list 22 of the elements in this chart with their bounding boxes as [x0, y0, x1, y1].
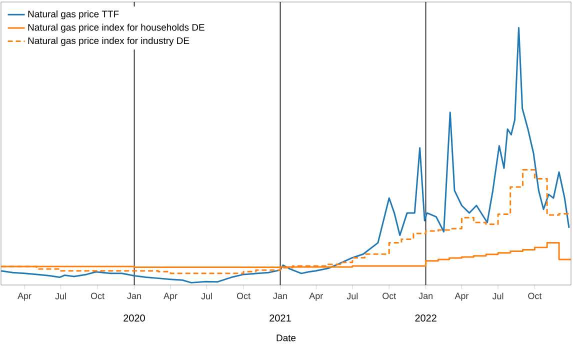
x-tick-label: Oct: [90, 292, 104, 300]
x-tick-label: Apr: [164, 292, 178, 301]
x-tick-label: Jul: [492, 292, 504, 300]
text: 2021: [270, 314, 291, 322]
legend-label: Natural gas price index for industry DE: [28, 37, 190, 46]
text: 2022: [415, 314, 436, 322]
x-tick-label: Apr: [18, 292, 32, 301]
legend-label: Natural gas price index for households DE: [28, 24, 204, 33]
x-tick-label: Jul: [346, 292, 358, 300]
x-tick-label: Apr: [309, 292, 323, 301]
x-tick-label: Jul: [201, 292, 212, 300]
x-tick-label: Oct: [236, 292, 250, 300]
x-tick-label: Jul: [55, 292, 66, 300]
x-tick-label: Jan: [418, 292, 432, 300]
x-axis-title: Date: [276, 334, 296, 342]
legend-label: Natural gas price TTF: [28, 10, 119, 20]
x-tick-label: Jan: [273, 292, 287, 300]
x-tick-label: Apr: [454, 292, 469, 301]
x-tick-label: Oct: [528, 292, 542, 300]
x-tick-label: Jan: [127, 292, 141, 300]
x-tick-label: Oct: [382, 292, 396, 300]
text: 2020: [124, 314, 145, 322]
